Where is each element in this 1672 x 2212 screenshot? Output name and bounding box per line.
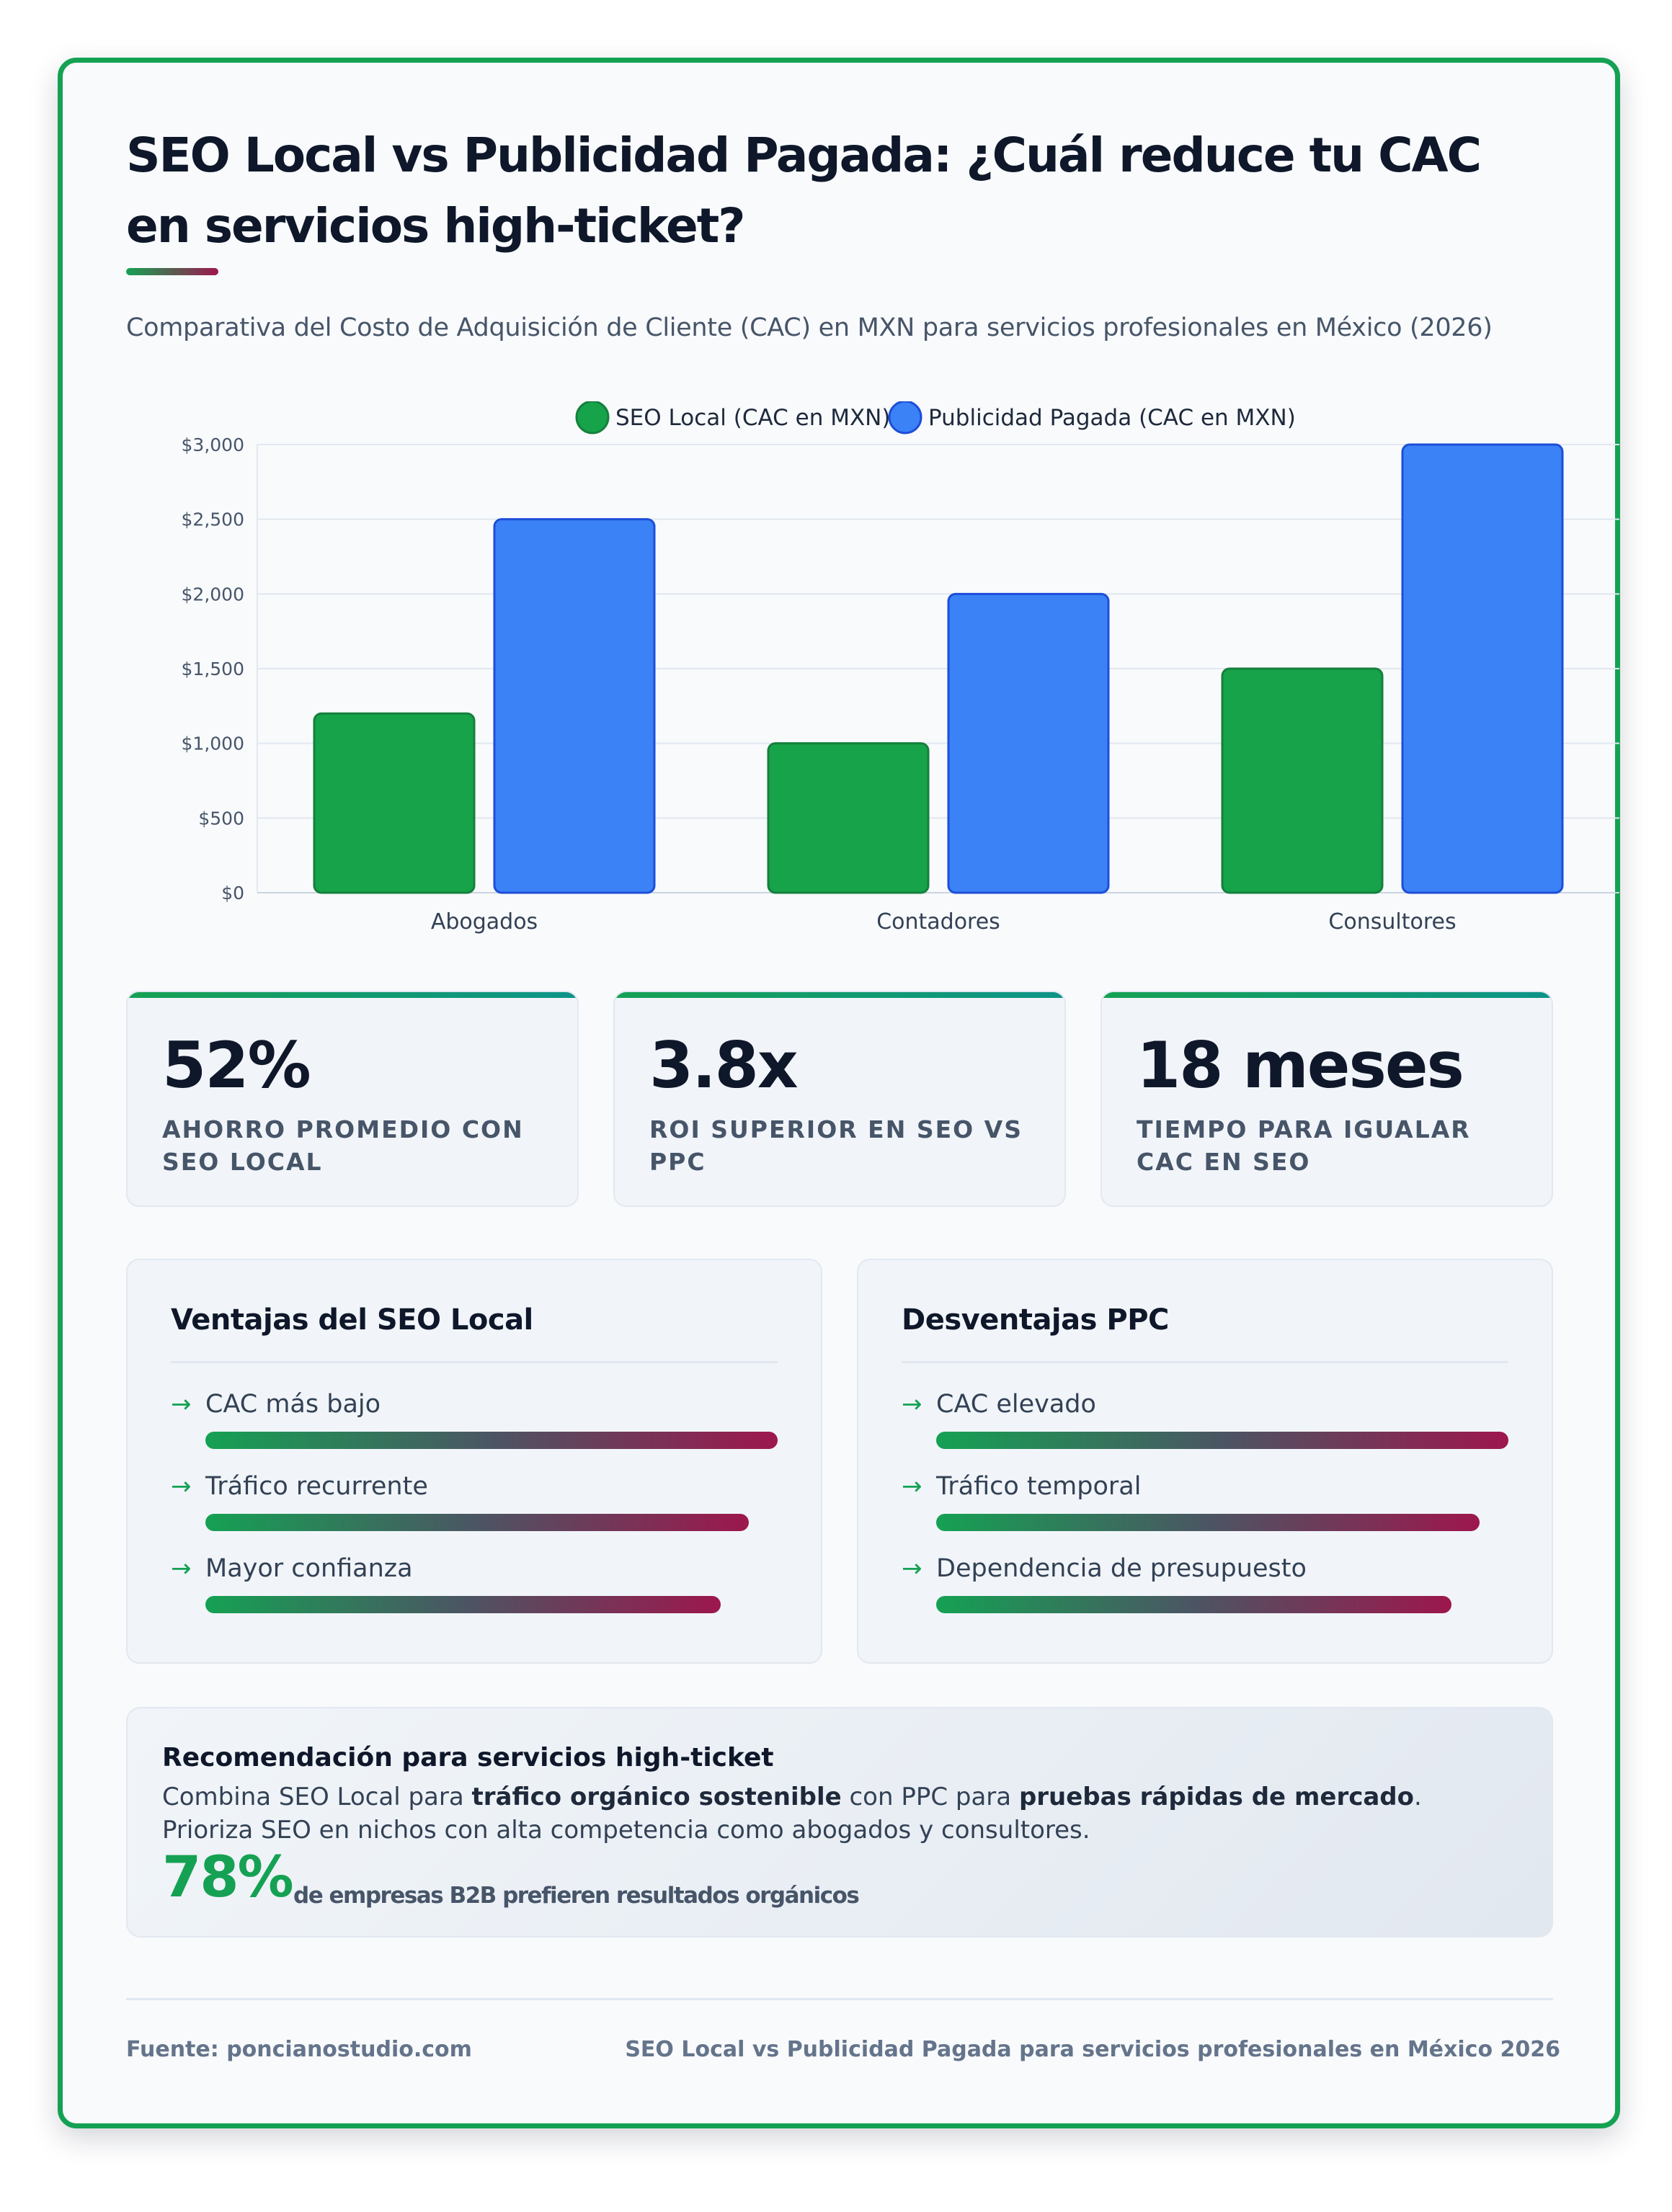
stat-card-roi: 3.8x ROI superior en SEO vs PPC bbox=[613, 991, 1066, 1207]
bar bbox=[947, 592, 1110, 894]
stat-label: ROI superior en SEO vs PPC bbox=[649, 1115, 1023, 1176]
level-bar bbox=[205, 1432, 778, 1449]
list-item-label: Mayor confianza bbox=[205, 1554, 413, 1583]
infographic-card: SEO Local vs Publicidad Pagada: ¿Cuál re… bbox=[58, 58, 1620, 2128]
list-item-label: Dependencia de presupuesto bbox=[936, 1554, 1307, 1583]
highlight-label: de empresas B2B prefieren resultados org… bbox=[293, 1883, 860, 1909]
arrow-right-icon: → bbox=[171, 1472, 192, 1501]
footer-divider bbox=[126, 1998, 1553, 2000]
panel-title: Ventajas del SEO Local bbox=[171, 1303, 533, 1337]
cac-bar-chart: $0 $500 $1,000 $1,500 $2,000 $2,500 $3,000 Abog… bbox=[135, 401, 1619, 1028]
y-tick-label: $1,000 bbox=[182, 733, 244, 754]
recommendation-text-part: Combina SEO Local para bbox=[162, 1783, 472, 1811]
footer-caption: SEO Local vs Publicidad Pagada para serv… bbox=[625, 2037, 1560, 2062]
stat-value: 18 meses bbox=[1137, 1028, 1464, 1102]
bar bbox=[1401, 443, 1564, 894]
y-tick-label: $3,000 bbox=[182, 434, 244, 455]
level-bar bbox=[205, 1514, 749, 1531]
list-item: → Dependencia de presupuesto bbox=[902, 1554, 1508, 1619]
stat-card-tiempo: 18 meses Tiempo para igualar CAC en SEO bbox=[1100, 991, 1553, 1207]
y-tick-label: $0 bbox=[221, 883, 244, 904]
x-tick-label: Contadores bbox=[876, 909, 1000, 935]
legend-label: SEO Local (CAC en MXN) bbox=[615, 405, 890, 431]
legend-swatch bbox=[888, 401, 922, 434]
list-item: → CAC elevado bbox=[902, 1390, 1508, 1455]
x-tick-label: Consultores bbox=[1328, 909, 1456, 935]
y-tick-label: $2,500 bbox=[182, 509, 244, 530]
legend-label: Publicidad Pagada (CAC en MXN) bbox=[928, 405, 1296, 431]
stat-accent-bar bbox=[128, 992, 577, 998]
recommendation-box: Recomendación para servicios high-ticket… bbox=[126, 1707, 1553, 1937]
level-bar bbox=[205, 1596, 721, 1613]
level-bar bbox=[936, 1596, 1451, 1613]
bar bbox=[313, 712, 476, 894]
list-item-label: Tráfico recurrente bbox=[205, 1472, 428, 1501]
panel-divider bbox=[171, 1361, 778, 1363]
arrow-right-icon: → bbox=[171, 1554, 192, 1583]
y-tick-label: $1,500 bbox=[182, 659, 244, 679]
stat-accent-bar bbox=[615, 992, 1064, 998]
recommendation-text-part: . Prioriza SEO en nichos con alta compet… bbox=[162, 1783, 1422, 1845]
level-bar bbox=[936, 1432, 1508, 1449]
list-item: → Tráfico recurrente bbox=[171, 1472, 778, 1537]
stat-label: Ahorro promedio con SEO Local bbox=[162, 1115, 524, 1176]
recommendation-emphasis: pruebas rápidas de mercado bbox=[1018, 1783, 1415, 1811]
stat-value: 52% bbox=[162, 1028, 311, 1102]
y-tick-label: $500 bbox=[198, 808, 244, 829]
bar bbox=[1221, 667, 1384, 894]
level-bar bbox=[936, 1514, 1480, 1531]
stat-label: Tiempo para igualar CAC en SEO bbox=[1137, 1115, 1471, 1176]
legend-swatch bbox=[575, 401, 610, 434]
bar bbox=[493, 518, 656, 894]
panel-title: Desventajas PPC bbox=[902, 1303, 1169, 1337]
arrow-right-icon: → bbox=[902, 1390, 922, 1419]
stat-card-ahorro: 52% Ahorro promedio con SEO Local bbox=[126, 991, 579, 1207]
list-item-label: CAC más bajo bbox=[205, 1390, 381, 1419]
chart-canvas: $0 $500 $1,000 $1,500 $2,000 $2,500 $3,000 Abog… bbox=[182, 401, 1619, 935]
arrow-right-icon: → bbox=[902, 1554, 922, 1583]
list-item: → Tráfico temporal bbox=[902, 1472, 1508, 1537]
highlight-percentage: 78% bbox=[162, 1845, 294, 1910]
recommendation-title: Recomendación para servicios high-ticket bbox=[162, 1743, 774, 1772]
list-item: → CAC más bajo bbox=[171, 1390, 778, 1455]
panel-divider bbox=[902, 1361, 1508, 1363]
title-accent-bar bbox=[126, 268, 218, 275]
page-subtitle: Comparativa del Costo de Adquisición de … bbox=[126, 313, 1493, 342]
bar bbox=[767, 742, 930, 894]
recommendation-emphasis: tráfico orgánico sostenible bbox=[471, 1783, 842, 1811]
stat-value: 3.8x bbox=[649, 1028, 799, 1102]
x-tick-label: Abogados bbox=[431, 909, 538, 935]
recommendation-text-part: con PPC para bbox=[841, 1783, 1019, 1811]
panel-desventajas-ppc: Desventajas PPC → CAC elevado → Tráfico … bbox=[857, 1259, 1553, 1664]
page-title: SEO Local vs Publicidad Pagada: ¿Cuál re… bbox=[126, 128, 1482, 254]
stat-accent-bar bbox=[1102, 992, 1552, 998]
list-item-label: CAC elevado bbox=[936, 1390, 1096, 1419]
list-item-label: Tráfico temporal bbox=[936, 1472, 1142, 1501]
arrow-right-icon: → bbox=[171, 1390, 192, 1419]
list-item: → Mayor confianza bbox=[171, 1554, 778, 1619]
arrow-right-icon: → bbox=[902, 1472, 922, 1501]
footer-source: Fuente: poncianostudio.com bbox=[126, 2037, 472, 2062]
y-tick-label: $2,000 bbox=[182, 584, 244, 605]
panel-ventajas-seo: Ventajas del SEO Local → CAC más bajo → … bbox=[126, 1259, 822, 1664]
recommendation-text: Combina SEO Local para tráfico orgánico … bbox=[162, 1780, 1503, 1847]
